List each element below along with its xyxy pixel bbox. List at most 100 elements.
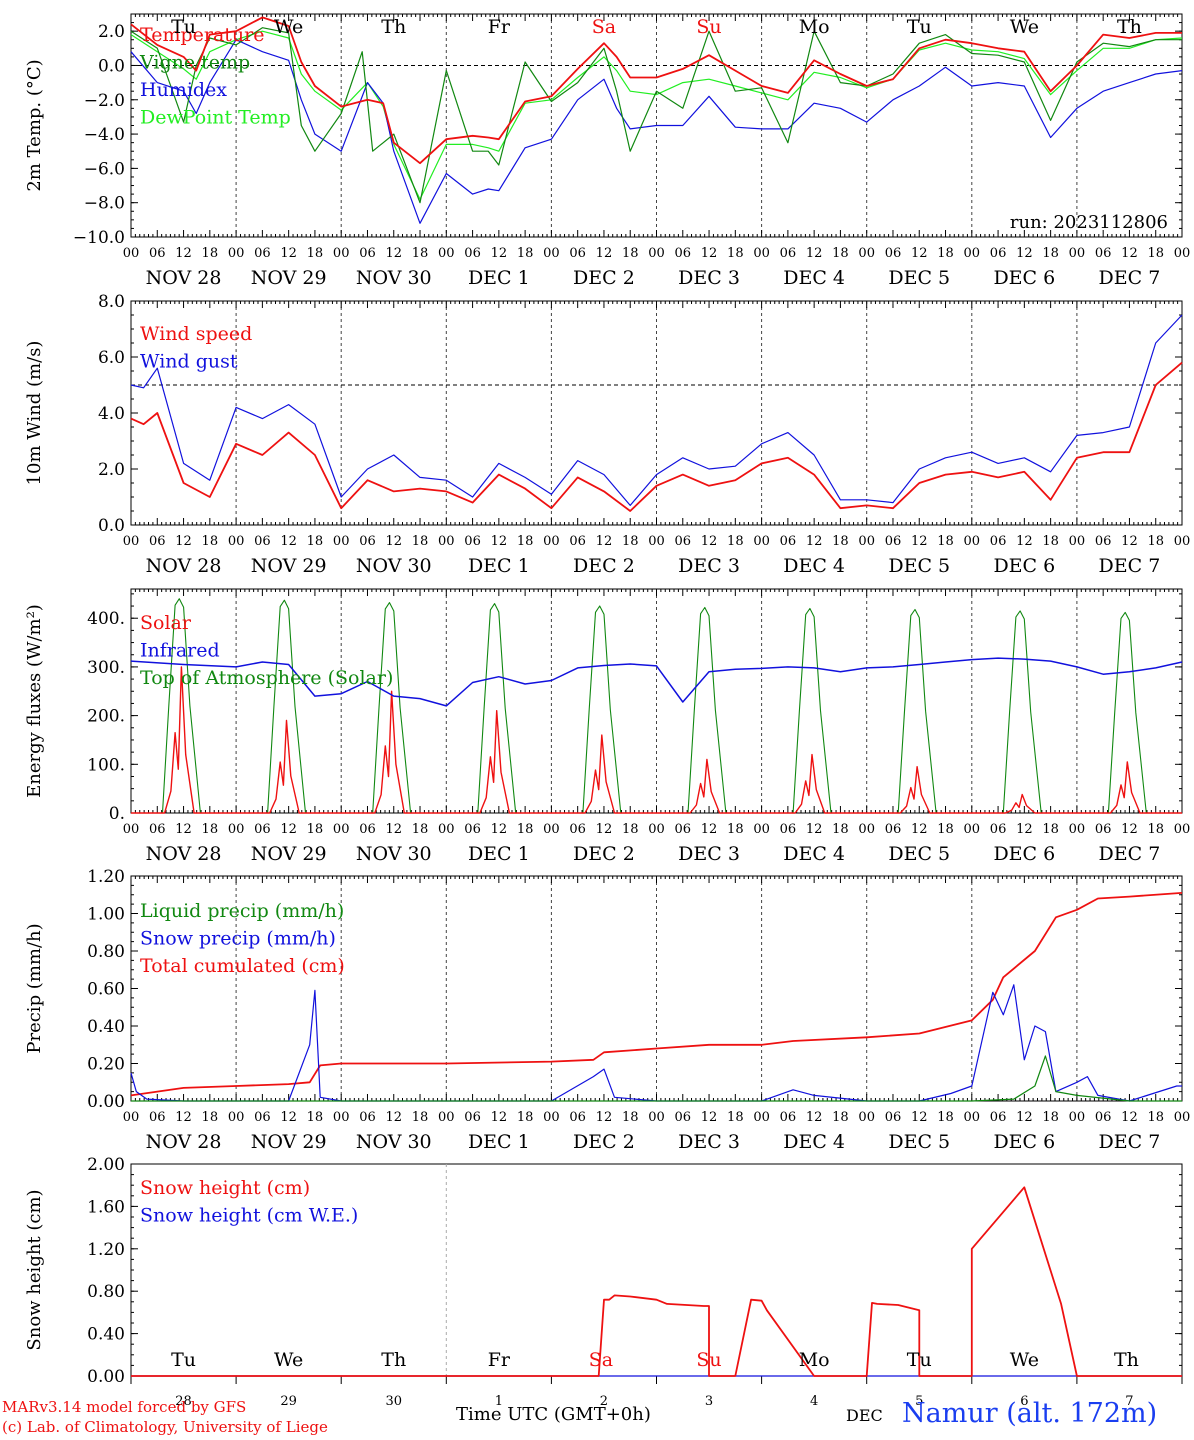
hour-tick-label: 00 — [1069, 246, 1086, 261]
legend-entry: Infrared — [140, 640, 220, 662]
hour-tick-label: 06 — [780, 1110, 797, 1125]
day-label: NOV 30 — [356, 267, 432, 289]
series-liquid-precip-mm-h — [131, 1055, 1182, 1102]
hour-tick-label: 06 — [569, 534, 586, 549]
day-label: DEC 1 — [468, 843, 530, 865]
y-tick-label: 0.00 — [87, 1367, 125, 1387]
hour-tick-label: 06 — [990, 534, 1007, 549]
day-label: DEC 5 — [888, 1131, 950, 1153]
footer-model-credit: MARv3.14 model forced by GFS — [2, 1398, 247, 1416]
hour-tick-label: 12 — [806, 1110, 823, 1125]
day-label: DEC 7 — [1099, 1131, 1161, 1153]
hour-tick-label: 06 — [885, 1110, 902, 1125]
legend-entry: Vigne temp — [139, 52, 250, 74]
weekday-label: Tu — [171, 1349, 196, 1371]
hour-tick-label: 06 — [990, 822, 1007, 837]
hour-tick-label: 00 — [964, 534, 981, 549]
day-label: DEC 3 — [678, 267, 740, 289]
y-tick-label: 2.0 — [98, 460, 125, 480]
day-label: DEC 3 — [678, 1131, 740, 1153]
hour-tick-label: 18 — [1042, 246, 1059, 261]
hour-tick-label: 12 — [701, 534, 718, 549]
hour-tick-label: 18 — [1042, 534, 1059, 549]
day-label: NOV 28 — [146, 555, 222, 577]
hour-tick-label: 12 — [1121, 246, 1138, 261]
day-label: DEC 4 — [783, 555, 845, 577]
hour-tick-label: 00 — [1174, 822, 1191, 837]
hour-tick-label: 12 — [701, 246, 718, 261]
hour-tick-label: 18 — [832, 534, 849, 549]
day-number-label: 6 — [1020, 1394, 1028, 1409]
day-label: DEC 2 — [573, 555, 635, 577]
hour-tick-label: 00 — [1069, 534, 1086, 549]
day-number-label: 5 — [915, 1394, 923, 1409]
series-vigne-temp — [130, 27, 1182, 204]
hour-tick-label: 18 — [727, 1110, 744, 1125]
hour-tick-label: 06 — [149, 534, 166, 549]
day-label: DEC 6 — [993, 555, 1055, 577]
day-label: NOV 29 — [251, 267, 327, 289]
hour-tick-label: 00 — [123, 822, 140, 837]
day-label: DEC 6 — [993, 1131, 1055, 1153]
y-tick-label: 0.80 — [87, 1282, 125, 1302]
hour-tick-label: 00 — [753, 246, 770, 261]
footer-month-label: DEC — [846, 1406, 883, 1425]
hour-tick-label: 06 — [359, 1110, 376, 1125]
y-axis-label: Precip (mm/h) — [24, 923, 45, 1053]
hour-tick-label: 12 — [280, 822, 297, 837]
footer-lab-credit: (c) Lab. of Climatology, University of L… — [2, 1418, 328, 1436]
hour-tick-label: 12 — [806, 246, 823, 261]
weekday-label: Th — [381, 16, 406, 38]
hour-tick-label: 06 — [1095, 534, 1112, 549]
hour-tick-label: 12 — [385, 1110, 402, 1125]
hour-tick-label: 06 — [885, 534, 902, 549]
hour-tick-label: 00 — [543, 1110, 560, 1125]
day-label: DEC 6 — [993, 843, 1055, 865]
panel-1: 00 06 12 18 NOV 28 00 06 12 18 NOV 29 00 06 12 18 NOV … — [24, 13, 1190, 289]
hour-tick-label: 06 — [885, 246, 902, 261]
hour-tick-label: 00 — [228, 534, 245, 549]
y-tick-label: 1.60 — [87, 1197, 125, 1217]
hour-tick-label: 06 — [1095, 1110, 1112, 1125]
hour-tick-label: 12 — [596, 246, 613, 261]
hour-tick-label: 18 — [727, 822, 744, 837]
hour-tick-label: 18 — [1147, 246, 1164, 261]
y-axis-label: 10m Wind (m/s) — [24, 341, 45, 486]
hour-tick-label: 06 — [885, 822, 902, 837]
series-wind-speed — [130, 361, 1183, 512]
y-tick-label: 0.0 — [98, 56, 125, 76]
day-label: DEC 3 — [678, 555, 740, 577]
day-label: NOV 29 — [251, 843, 327, 865]
series-temperature — [130, 16, 1182, 165]
y-tick-label: 6.0 — [98, 348, 125, 368]
hour-tick-label: 12 — [596, 822, 613, 837]
hour-tick-label: 18 — [832, 1110, 849, 1125]
y-tick-label: 0.20 — [87, 1055, 125, 1075]
day-label: DEC 1 — [468, 555, 530, 577]
hour-tick-label: 18 — [622, 1110, 639, 1125]
legend-entry: Snow height (cm) — [140, 1177, 310, 1199]
hour-tick-label: 00 — [543, 534, 560, 549]
weekday-label: Fr — [488, 16, 511, 38]
hour-tick-label: 00 — [123, 1110, 140, 1125]
hour-tick-label: 12 — [491, 534, 508, 549]
hour-tick-label: 18 — [622, 246, 639, 261]
panel-4: 00 06 12 18 NOV 28 00 06 12 18 NOV 29 00 06 12 18 NOV … — [24, 867, 1190, 1153]
hour-tick-label: 06 — [780, 246, 797, 261]
day-label: DEC 2 — [573, 843, 635, 865]
series-wind-gust — [130, 314, 1183, 506]
hour-tick-label: 18 — [1147, 534, 1164, 549]
hour-tick-label: 06 — [359, 534, 376, 549]
y-tick-label: 0. — [109, 804, 125, 824]
hour-tick-label: 18 — [517, 822, 534, 837]
hour-tick-label: 12 — [806, 534, 823, 549]
series-dewpoint-temp — [130, 30, 1183, 200]
hour-tick-label: 06 — [780, 822, 797, 837]
series-snow-precip-mm-h — [130, 984, 1182, 1102]
hour-tick-label: 18 — [832, 822, 849, 837]
hour-tick-label: 06 — [675, 246, 692, 261]
hour-tick-label: 00 — [228, 1110, 245, 1125]
hour-tick-label: 12 — [491, 822, 508, 837]
y-tick-label: 1.00 — [87, 905, 125, 925]
day-label: DEC 3 — [678, 843, 740, 865]
